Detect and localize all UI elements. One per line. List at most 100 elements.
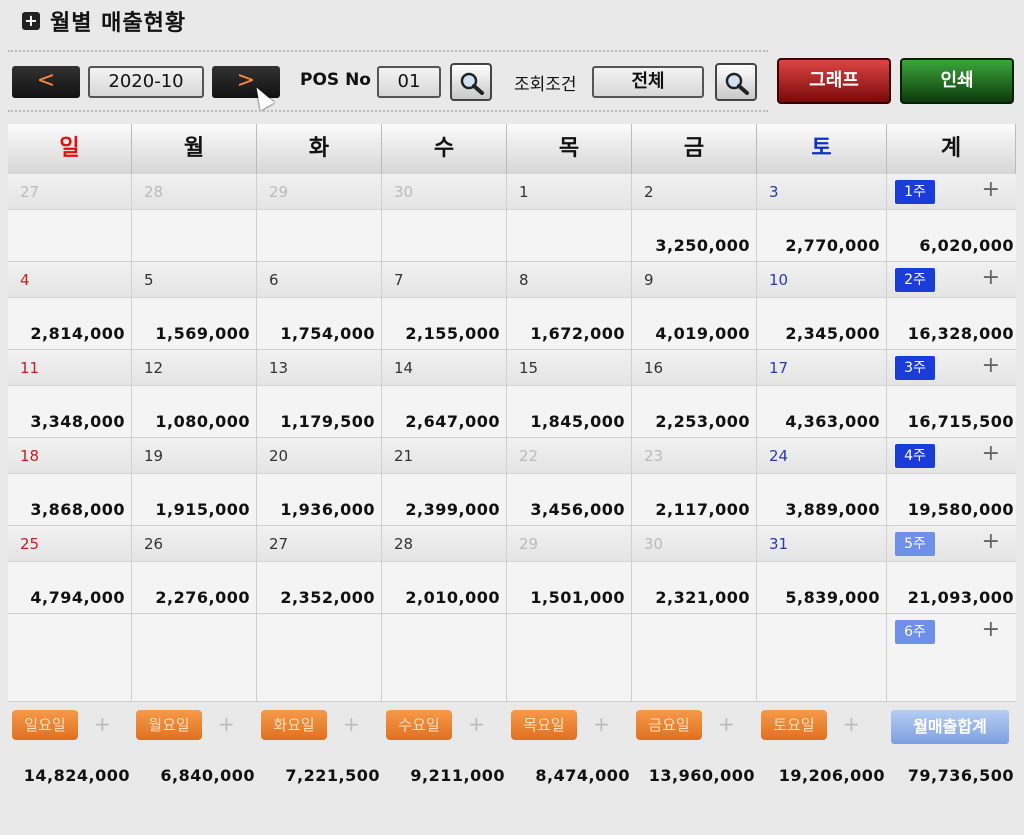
- plus-icon[interactable]: +: [843, 712, 860, 736]
- week-badge[interactable]: 2주: [895, 268, 935, 292]
- day-number: 8: [507, 262, 631, 298]
- day-amount: 2,117,000: [655, 500, 750, 519]
- day-amount: 3,456,000: [530, 500, 625, 519]
- month-field[interactable]: 2020-10: [88, 66, 204, 98]
- weekday-button[interactable]: 월요일: [136, 710, 202, 740]
- day-cell[interactable]: 18 3,868,000: [8, 438, 132, 526]
- day-cell[interactable]: 26 2,276,000: [132, 526, 257, 614]
- day-cell[interactable]: 27: [8, 174, 132, 262]
- day-cell[interactable]: 15 1,845,000: [507, 350, 632, 438]
- condition-field[interactable]: 전체: [592, 66, 704, 98]
- day-amount: 1,179,500: [280, 412, 375, 431]
- day-cell[interactable]: 31 5,839,000: [757, 526, 887, 614]
- week-badge[interactable]: 4주: [895, 444, 935, 468]
- day-cell[interactable]: 27 2,352,000: [257, 526, 382, 614]
- day-cell[interactable]: 1: [507, 174, 632, 262]
- weekday-button[interactable]: 목요일: [511, 710, 577, 740]
- day-cell[interactable]: 11 3,348,000: [8, 350, 132, 438]
- week-total-amount: 6,020,000: [919, 236, 1014, 255]
- day-cell[interactable]: 28 2,010,000: [382, 526, 507, 614]
- week-badge[interactable]: 3주: [895, 356, 935, 380]
- day-cell[interactable]: [132, 614, 257, 702]
- weekday-button[interactable]: 금요일: [636, 710, 702, 740]
- day-cell[interactable]: 10 2,345,000: [757, 262, 887, 350]
- day-cell[interactable]: 14 2,647,000: [382, 350, 507, 438]
- day-cell[interactable]: 30 2,321,000: [632, 526, 757, 614]
- day-cell[interactable]: [257, 614, 382, 702]
- plus-icon[interactable]: +: [94, 712, 111, 736]
- day-number: 5: [132, 262, 256, 298]
- day-cell[interactable]: 20 1,936,000: [257, 438, 382, 526]
- day-cell[interactable]: 12 1,080,000: [132, 350, 257, 438]
- week-total-cell: 2주 +16,328,000: [887, 262, 1016, 350]
- plus-icon[interactable]: +: [981, 617, 1000, 642]
- day-cell[interactable]: 22 3,456,000: [507, 438, 632, 526]
- day-cell[interactable]: 21 2,399,000: [382, 438, 507, 526]
- day-number: 22: [507, 438, 631, 474]
- plus-icon[interactable]: +: [343, 712, 360, 736]
- weekday-total-amount: 19,206,000: [778, 766, 885, 785]
- day-cell[interactable]: 16 2,253,000: [632, 350, 757, 438]
- pos-search-button[interactable]: [450, 63, 492, 101]
- day-number: 21: [382, 438, 506, 474]
- day-cell[interactable]: 4 2,814,000: [8, 262, 132, 350]
- week-badge[interactable]: 6주: [895, 620, 935, 644]
- week-total-cell: 5주 +21,093,000: [887, 526, 1016, 614]
- condition-search-button[interactable]: [715, 63, 757, 101]
- day-cell[interactable]: 28: [132, 174, 257, 262]
- prev-month-button[interactable]: <: [12, 66, 80, 98]
- day-number: 16: [632, 350, 756, 386]
- day-amount: 2,814,000: [30, 324, 125, 343]
- day-amount: 5,839,000: [785, 588, 880, 607]
- weekday-button[interactable]: 일요일: [12, 710, 78, 740]
- week-total-header: 1주 +: [887, 174, 1016, 210]
- day-cell[interactable]: [8, 614, 132, 702]
- day-cell[interactable]: 25 4,794,000: [8, 526, 132, 614]
- weekday-summary: 일요일 +14,824,000 월요일 +6,840,000 화요일 +7,221,5…: [8, 700, 1016, 810]
- day-cell[interactable]: 6 1,754,000: [257, 262, 382, 350]
- day-amount: 2,010,000: [405, 588, 500, 607]
- day-cell[interactable]: 7 2,155,000: [382, 262, 507, 350]
- week-badge[interactable]: 5주: [895, 532, 935, 556]
- weekday-header-sat: 토: [757, 124, 887, 175]
- week-badge[interactable]: 1주: [895, 180, 935, 204]
- day-cell[interactable]: 24 3,889,000: [757, 438, 887, 526]
- plus-icon[interactable]: +: [981, 441, 1000, 466]
- day-cell[interactable]: [507, 614, 632, 702]
- day-cell[interactable]: 23 2,117,000: [632, 438, 757, 526]
- graph-button[interactable]: 그래프: [777, 58, 891, 104]
- plus-icon[interactable]: +: [981, 353, 1000, 378]
- day-cell[interactable]: 9 4,019,000: [632, 262, 757, 350]
- plus-icon[interactable]: +: [981, 177, 1000, 202]
- day-cell[interactable]: [382, 614, 507, 702]
- day-cell[interactable]: 13 1,179,500: [257, 350, 382, 438]
- day-cell[interactable]: [757, 614, 887, 702]
- day-cell[interactable]: 3 2,770,000: [757, 174, 887, 262]
- weekday-button[interactable]: 수요일: [386, 710, 452, 740]
- month-total-button[interactable]: 월매출합계: [891, 710, 1009, 744]
- day-cell[interactable]: 30: [382, 174, 507, 262]
- day-cell[interactable]: 8 1,672,000: [507, 262, 632, 350]
- plus-icon[interactable]: +: [218, 712, 235, 736]
- day-cell[interactable]: [632, 614, 757, 702]
- plus-icon[interactable]: +: [718, 712, 735, 736]
- plus-icon[interactable]: +: [593, 712, 610, 736]
- plus-icon[interactable]: +: [981, 529, 1000, 554]
- day-cell[interactable]: 29 1,501,000: [507, 526, 632, 614]
- day-number: 28: [132, 174, 256, 210]
- expand-icon[interactable]: +: [22, 12, 40, 30]
- next-month-button[interactable]: >: [212, 66, 280, 98]
- weekday-button[interactable]: 화요일: [261, 710, 327, 740]
- plus-icon[interactable]: +: [468, 712, 485, 736]
- day-cell[interactable]: 19 1,915,000: [132, 438, 257, 526]
- day-cell[interactable]: 17 4,363,000: [757, 350, 887, 438]
- day-number: 28: [382, 526, 506, 562]
- day-cell[interactable]: 2 3,250,000: [632, 174, 757, 262]
- print-button[interactable]: 인쇄: [900, 58, 1014, 104]
- week-total-header: 4주 +: [887, 438, 1016, 474]
- plus-icon[interactable]: +: [981, 265, 1000, 290]
- day-cell[interactable]: 5 1,569,000: [132, 262, 257, 350]
- day-cell[interactable]: 29: [257, 174, 382, 262]
- weekday-button[interactable]: 토요일: [761, 710, 827, 740]
- pos-field[interactable]: 01: [377, 66, 441, 98]
